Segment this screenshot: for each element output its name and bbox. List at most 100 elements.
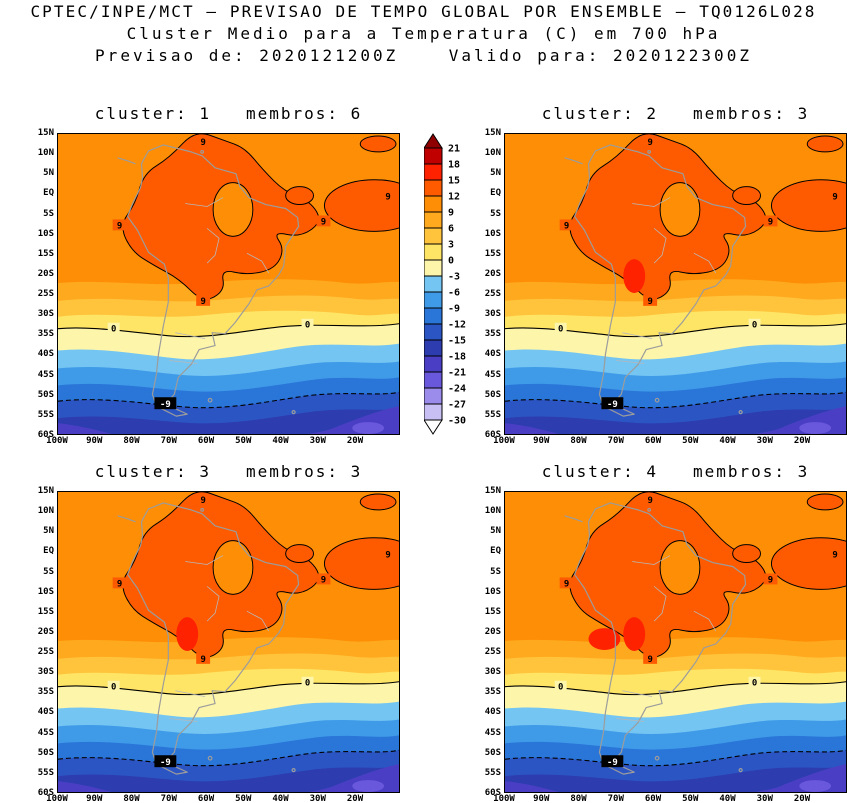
lat-tick-label: 40S xyxy=(37,707,54,718)
colorbar-box xyxy=(424,275,443,293)
lat-tick-label: 10S xyxy=(37,586,54,597)
contour-label-9: 9 xyxy=(643,294,658,307)
contour-label-9: 9 xyxy=(196,294,211,307)
lon-tick-label: 60W xyxy=(197,436,215,446)
contour-label-minus9: -9 xyxy=(154,397,177,410)
minus9-isotherm xyxy=(505,391,846,409)
lat-tick-label: 30S xyxy=(484,309,501,320)
colorbar-box xyxy=(424,355,443,373)
contour-label-9: 9 xyxy=(316,573,331,585)
lat-tick-label: 40S xyxy=(37,349,54,360)
contour-label-9: 9 xyxy=(559,219,574,231)
lon-tick-label: 60W xyxy=(644,436,662,446)
lon-tick-label: 20W xyxy=(346,794,364,803)
colorbar-box xyxy=(424,259,443,277)
coastline xyxy=(117,144,300,417)
contour-label-0: 0 xyxy=(554,680,567,693)
contour-label-9: 9 xyxy=(763,215,778,227)
svg-text:0: 0 xyxy=(111,325,116,335)
contour-label-0: 0 xyxy=(107,322,120,335)
colorbar-label: 3 xyxy=(448,240,454,251)
lat-tick-label: 15S xyxy=(484,606,501,617)
lat-tick-label: 15N xyxy=(37,486,54,496)
lat-tick-label: 5N xyxy=(490,526,501,537)
lat-tick-label: 10N xyxy=(484,506,501,517)
lat-tick-label: 35S xyxy=(484,329,501,340)
contour-label-minus9: -9 xyxy=(601,397,624,410)
coastline xyxy=(564,144,747,417)
state-borders xyxy=(616,197,717,364)
panel-title: cluster: 1 membros: 6 xyxy=(94,104,363,123)
contour-label-9: 9 xyxy=(316,215,331,227)
svg-text:-9: -9 xyxy=(160,758,171,768)
lat-tick-label: 55S xyxy=(37,409,54,420)
lat-tick-label: 15N xyxy=(37,128,54,138)
lat-tick-label: 25S xyxy=(484,647,501,658)
temperature-bands xyxy=(58,279,399,434)
lat-tick-label: 50S xyxy=(484,747,501,758)
lon-tick-label: 50W xyxy=(682,436,699,446)
warm-core-contour-9 xyxy=(122,492,399,658)
lon-tick-label: 70W xyxy=(160,436,177,446)
lat-tick-label: 5S xyxy=(490,208,501,219)
lat-tick-label: 55S xyxy=(484,767,501,778)
lat-tick-label: 50S xyxy=(37,747,54,758)
colorbar-label: -18 xyxy=(448,352,466,363)
warm-core-hole xyxy=(659,540,701,595)
contour-label-9: 9 xyxy=(112,219,127,231)
contour-label-9: 9 xyxy=(643,652,658,665)
lat-tick-label: 20S xyxy=(484,626,501,637)
lat-tick-label: 60S xyxy=(484,430,501,440)
lon-tick-label: 70W xyxy=(607,794,624,803)
lat-tick-label: 10S xyxy=(484,228,501,239)
temperature-bands xyxy=(58,637,399,792)
svg-text:9: 9 xyxy=(321,217,326,227)
lon-tick-label: 100W xyxy=(493,436,515,446)
colorbar-box xyxy=(424,387,443,405)
contour-label-0: 0 xyxy=(301,676,314,689)
svg-text:9: 9 xyxy=(385,551,390,561)
lon-tick-label: 50W xyxy=(682,794,699,803)
svg-text:0: 0 xyxy=(305,679,310,689)
svg-text:0: 0 xyxy=(305,321,310,331)
svg-text:0: 0 xyxy=(752,321,757,331)
colorbar-label: 18 xyxy=(448,160,460,171)
minus9-isotherm xyxy=(505,749,846,767)
panel-cluster-3: cluster: 3 membros: 3 15N 10N 5N EQ 5S 10S 15S… xyxy=(29,462,407,803)
lat-tick-label: 60S xyxy=(37,788,54,798)
panel-cluster-1: cluster: 1 membros: 6 15N 10N 5N EQ 5S 10S 15S… xyxy=(29,104,407,449)
colorbar-box xyxy=(424,291,443,309)
lat-tick-label: 15N xyxy=(484,128,501,138)
lat-tick-label: 45S xyxy=(37,727,54,738)
lat-tick-label: 25S xyxy=(37,647,54,658)
lat-tick-label: 35S xyxy=(484,687,501,698)
lat-axis: 15N 10N 5N EQ 5S 10S 15S 20S 25S 30S 35S 40S 45S 50S 5… xyxy=(30,486,57,798)
svg-text:9: 9 xyxy=(385,193,390,203)
hot-spot xyxy=(623,617,646,651)
lat-tick-label: 5N xyxy=(43,168,54,179)
colorbar-label: 15 xyxy=(448,176,460,187)
lat-tick-label: 30S xyxy=(37,309,54,320)
lon-tick-label: 90W xyxy=(533,794,550,803)
panel-cluster-4: cluster: 4 membros: 3 15N 10N 5N EQ 5S 10S 15S… xyxy=(476,462,847,803)
lon-tick-label: 60W xyxy=(197,794,215,803)
svg-text:9: 9 xyxy=(768,575,773,585)
contour-labels: 9 9 9 9 9 0 0 -9 xyxy=(554,135,843,410)
lat-tick-label: 55S xyxy=(484,409,501,420)
svg-text:0: 0 xyxy=(558,683,563,693)
state-borders xyxy=(616,555,717,722)
map-plot-area: 9 9 9 9 9 0 0 -9 xyxy=(57,491,400,793)
minus9-isotherm xyxy=(58,391,399,409)
colorbar-box xyxy=(424,403,443,421)
lat-tick-label: 50S xyxy=(484,389,501,400)
contour-label-0: 0 xyxy=(748,676,761,689)
contour-label-minus9: -9 xyxy=(154,755,177,768)
title-line-2: Cluster Medio para a Temperatura (C) em … xyxy=(126,24,721,43)
contour-label-9: 9 xyxy=(643,135,658,148)
state-borders xyxy=(169,197,270,364)
lat-tick-label: EQ xyxy=(490,188,501,199)
panel-title: cluster: 2 membros: 3 xyxy=(541,104,810,123)
lon-tick-label: 20W xyxy=(793,436,811,446)
colorbar-box xyxy=(424,243,443,261)
lon-tick-label: 50W xyxy=(235,794,252,803)
